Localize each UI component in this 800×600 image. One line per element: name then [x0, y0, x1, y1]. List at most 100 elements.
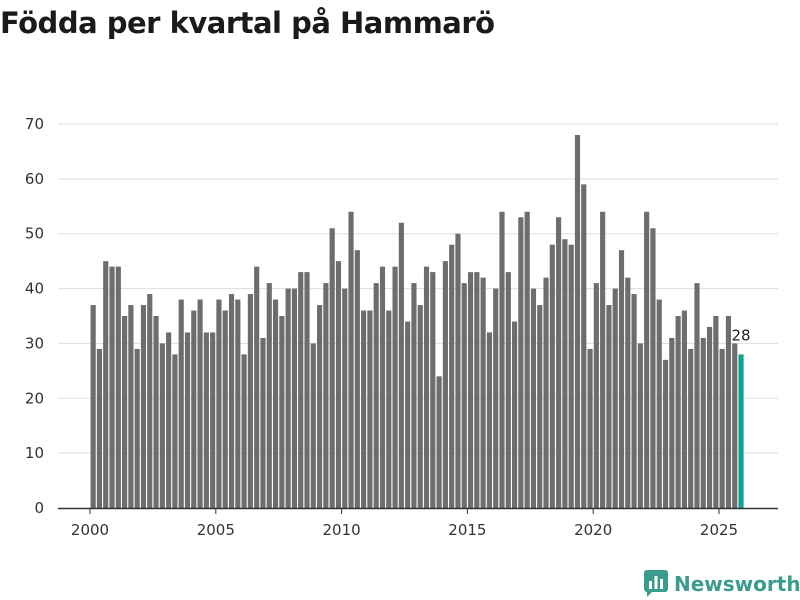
bar [593, 283, 599, 508]
bar [556, 217, 562, 508]
brand-name: Newsworthy [674, 572, 800, 596]
bar [568, 244, 574, 508]
bar [681, 310, 687, 508]
bars [90, 134, 744, 509]
bar [128, 305, 134, 508]
bar [147, 294, 153, 508]
bar [172, 354, 178, 508]
bar [725, 316, 732, 508]
bar [442, 261, 448, 508]
bar [342, 288, 348, 508]
bar [134, 348, 140, 508]
bar [247, 294, 253, 508]
data-label-last-value: 28 [731, 326, 750, 344]
bar [411, 283, 417, 508]
bar [675, 316, 681, 508]
bar [417, 305, 423, 508]
y-axis-tick-labels: 0 10 20 30 40 50 60 70 [25, 115, 44, 517]
bar [266, 283, 272, 508]
bar [430, 272, 436, 508]
bar [530, 288, 537, 508]
bar [166, 332, 172, 508]
bar [298, 272, 304, 508]
bar [732, 343, 738, 508]
bar [562, 239, 568, 508]
bar [115, 266, 121, 508]
y-tick-label: 0 [34, 499, 44, 517]
bar [474, 272, 480, 508]
bar [574, 134, 581, 508]
bar [700, 337, 706, 508]
bar [285, 288, 291, 508]
bar [480, 277, 486, 508]
bar [694, 283, 700, 508]
bar [455, 233, 461, 508]
bar [600, 211, 606, 508]
y-tick-label: 60 [25, 170, 44, 188]
bar [210, 332, 216, 508]
bar [153, 316, 159, 508]
bar [203, 332, 209, 508]
bar [197, 299, 203, 508]
bar [493, 288, 499, 508]
bar [549, 244, 555, 508]
bar [159, 343, 165, 508]
bar [140, 305, 147, 508]
bar [241, 354, 247, 508]
x-tick-label: 2010 [323, 521, 361, 539]
y-tick-label: 70 [25, 115, 44, 133]
x-tick-label: 2005 [197, 521, 235, 539]
bar [90, 305, 96, 508]
bar [461, 283, 467, 508]
bar [304, 272, 310, 508]
bar [96, 348, 103, 508]
bar [688, 348, 694, 508]
bar [618, 250, 625, 509]
bar-chart-speech-icon [644, 570, 668, 597]
bar [625, 277, 631, 508]
y-tick-label: 50 [25, 225, 44, 243]
x-tick-label: 2020 [574, 521, 612, 539]
bar [184, 332, 191, 508]
x-axis-ticks: 2000 2005 2010 2015 2020 2025 [71, 508, 738, 539]
bar [398, 222, 404, 509]
bar [486, 332, 492, 508]
bar [386, 310, 392, 508]
bar [228, 294, 235, 508]
bar [581, 184, 587, 508]
bar [467, 272, 474, 508]
y-tick-label: 30 [25, 334, 44, 352]
y-tick-label: 20 [25, 389, 44, 407]
bar [379, 266, 386, 508]
bar [669, 337, 675, 508]
bar [191, 310, 197, 508]
bar [235, 299, 241, 508]
bar [656, 299, 662, 508]
bar [449, 244, 455, 508]
bar [392, 266, 398, 508]
bar [373, 283, 379, 508]
bar [335, 261, 342, 508]
bar [662, 359, 669, 508]
bar [518, 217, 524, 508]
bar [650, 228, 656, 509]
chart-title: Födda per kvartal på Hammarö [0, 6, 495, 40]
bar [367, 310, 373, 508]
bar [713, 316, 719, 508]
bar [587, 348, 593, 508]
bar [405, 321, 411, 508]
y-tick-label: 10 [25, 444, 44, 462]
bar [103, 261, 109, 508]
brand-logo[interactable]: Newsworthy [644, 570, 800, 598]
bar [291, 288, 298, 508]
y-tick-label: 40 [25, 280, 44, 298]
bar [706, 326, 713, 508]
bar [178, 299, 184, 508]
x-tick-label: 2015 [448, 521, 486, 539]
bar [260, 337, 266, 508]
bar [348, 211, 354, 508]
bar [354, 250, 360, 509]
bar [310, 343, 316, 508]
x-tick-label: 2000 [71, 521, 109, 539]
bar [216, 299, 222, 508]
